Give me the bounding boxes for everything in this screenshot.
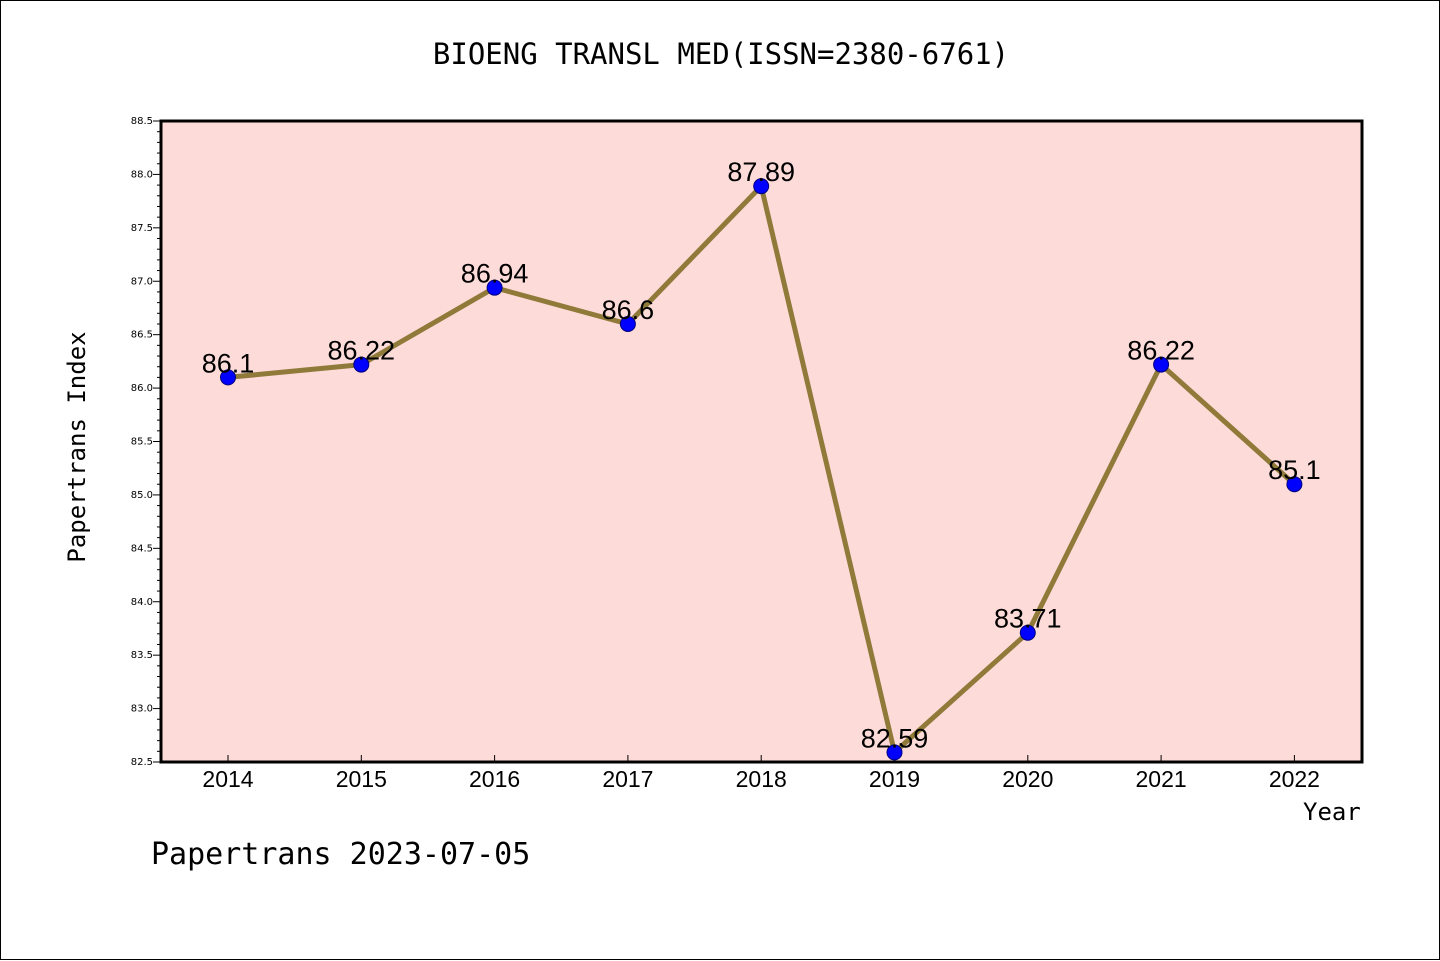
- x-tick-label: 2019: [869, 766, 920, 792]
- y-tick-label: 84.5: [131, 543, 153, 554]
- y-tick-label: 84.0: [131, 597, 153, 608]
- data-point: [1286, 476, 1303, 493]
- data-label: 86.6: [602, 295, 655, 325]
- x-tick-label: 2014: [202, 766, 253, 792]
- data-label: 86.22: [328, 336, 396, 366]
- x-tick-label: 2015: [336, 766, 387, 792]
- data-point: [353, 356, 370, 373]
- y-tick-label: 86.5: [131, 330, 153, 341]
- y-tick-label: 87.0: [131, 276, 153, 287]
- data-label: 82.59: [861, 723, 929, 753]
- x-tick-label: 2016: [469, 766, 520, 792]
- data-point: [1019, 624, 1036, 641]
- data-point: [619, 315, 636, 332]
- data-label: 85.1: [1268, 455, 1321, 485]
- y-tick-label: 86.0: [131, 383, 153, 394]
- data-label: 86.1: [202, 348, 255, 378]
- y-axis-ticks: 82.5 83.0 83.5 84.0 84.5 85.0 85.5 86.0 86.5 87.0…: [131, 116, 161, 768]
- data-label: 86.22: [1127, 336, 1195, 366]
- y-tick-label: 85.0: [131, 490, 153, 501]
- data-labels: 86.1 86.22 86.94 86.6 87.89 82.59 83.71 86.22 85…: [202, 157, 1321, 753]
- y-tick-label: 87.5: [131, 223, 153, 234]
- data-point: [753, 178, 770, 195]
- x-tick-label: 2017: [602, 766, 653, 792]
- x-axis-ticks: 2014 2015 2016 2017 2018 2019 2020 2021 2022: [202, 755, 1320, 792]
- y-tick-label: 88.0: [131, 169, 153, 180]
- x-tick-label: 2022: [1269, 766, 1320, 792]
- data-label: 87.89: [727, 157, 795, 187]
- data-label: 86.94: [461, 259, 529, 289]
- y-tick-label: 88.5: [131, 116, 153, 127]
- data-point: [486, 279, 503, 296]
- footer-note: Papertrans 2023-07-05: [151, 837, 531, 872]
- chart-title: BIOENG TRANSL MED(ISSN=2380-6761): [432, 37, 1010, 71]
- plot-area: [161, 121, 1362, 762]
- x-axis-label: Year: [1303, 798, 1361, 826]
- data-point: [1153, 356, 1170, 373]
- y-tick-label: 83.5: [131, 650, 153, 661]
- x-tick-label: 2018: [736, 766, 787, 792]
- data-point: [886, 744, 903, 761]
- y-tick-label: 85.5: [131, 437, 153, 448]
- x-tick-label: 2020: [1002, 766, 1053, 792]
- y-tick-label: 83.0: [131, 704, 153, 715]
- y-tick-label: 82.5: [131, 757, 153, 768]
- data-point: [220, 369, 236, 386]
- x-tick-label: 2021: [1136, 766, 1187, 792]
- series-markers: [220, 178, 1303, 761]
- data-label: 83.71: [994, 604, 1062, 634]
